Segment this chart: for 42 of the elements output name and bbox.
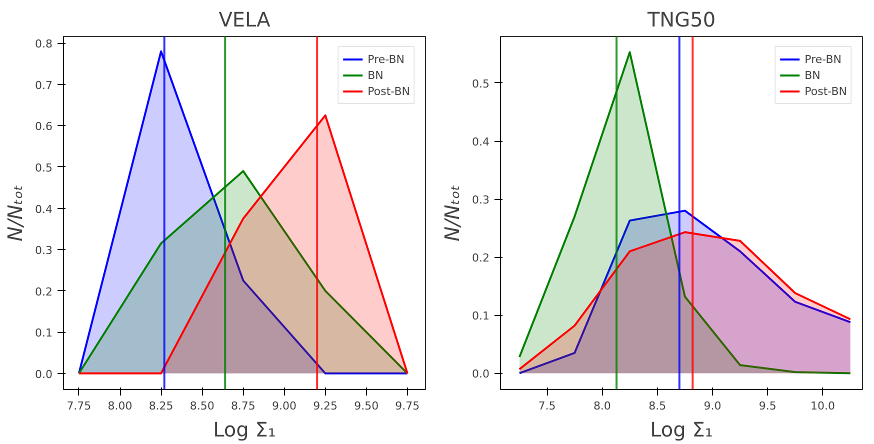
- x-tick-label: 9.25: [313, 400, 338, 412]
- y-tick-label: 0.1: [35, 326, 53, 340]
- legend-label: BN: [368, 68, 384, 83]
- y-tick-label: 0.5: [35, 161, 53, 174]
- chart-title: TNG50: [646, 8, 716, 32]
- y-tick-label: 0.4: [472, 136, 490, 149]
- y-tick-label: 0.4: [35, 202, 53, 216]
- legend-label: BN: [804, 68, 822, 83]
- y-tick-label: 0.2: [35, 285, 53, 298]
- x-tick-label: 8.0: [593, 400, 611, 412]
- y-tick-label: 0.5: [472, 77, 490, 90]
- x-tick-label: 8.5: [648, 400, 666, 412]
- x-tick-label: 9.5: [758, 400, 776, 412]
- legend-label: Pre-BN: [368, 52, 404, 67]
- y-tick-label: 0.3: [35, 244, 53, 258]
- x-tick-label: 9.75: [395, 400, 420, 412]
- x-tick-label: 8.75: [230, 400, 256, 412]
- y-axis-title: N/Nₜₒₜ: [440, 184, 464, 242]
- y-tick-label: 0.0: [472, 368, 490, 381]
- y-tick-label: 0.7: [35, 78, 53, 92]
- x-tick-label: 9.50: [354, 400, 379, 412]
- x-tick-label: 9.00: [272, 400, 296, 412]
- y-tick-label: 0.3: [472, 194, 490, 207]
- legend-label: Pre-BN: [804, 52, 842, 67]
- x-tick-label: 7.75: [66, 400, 92, 412]
- x-tick-label: 8.25: [148, 400, 174, 412]
- y-tick-label: 0.8: [35, 38, 53, 51]
- x-tick-label: 10.0: [810, 400, 836, 412]
- y-tick-label: 0.6: [35, 120, 53, 134]
- x-tick-label: 8.00: [108, 400, 132, 412]
- x-tick-label: 7.5: [538, 400, 556, 412]
- y-axis-title: N/Nₜₒₜ: [3, 184, 28, 242]
- legend-label: Post-BN: [804, 84, 847, 99]
- x-axis-title: Log Σ₁: [213, 418, 276, 442]
- chart-title: VELA: [218, 8, 271, 32]
- y-tick-label: 0.0: [35, 368, 53, 381]
- y-tick-label: 0.2: [472, 252, 490, 265]
- x-axis-title: Log Σ₁: [650, 418, 713, 442]
- x-tick-label: 9.0: [704, 400, 722, 412]
- x-tick-label: 8.50: [190, 400, 214, 412]
- y-tick-label: 0.1: [472, 310, 490, 323]
- legend-label: Post-BN: [368, 84, 410, 99]
